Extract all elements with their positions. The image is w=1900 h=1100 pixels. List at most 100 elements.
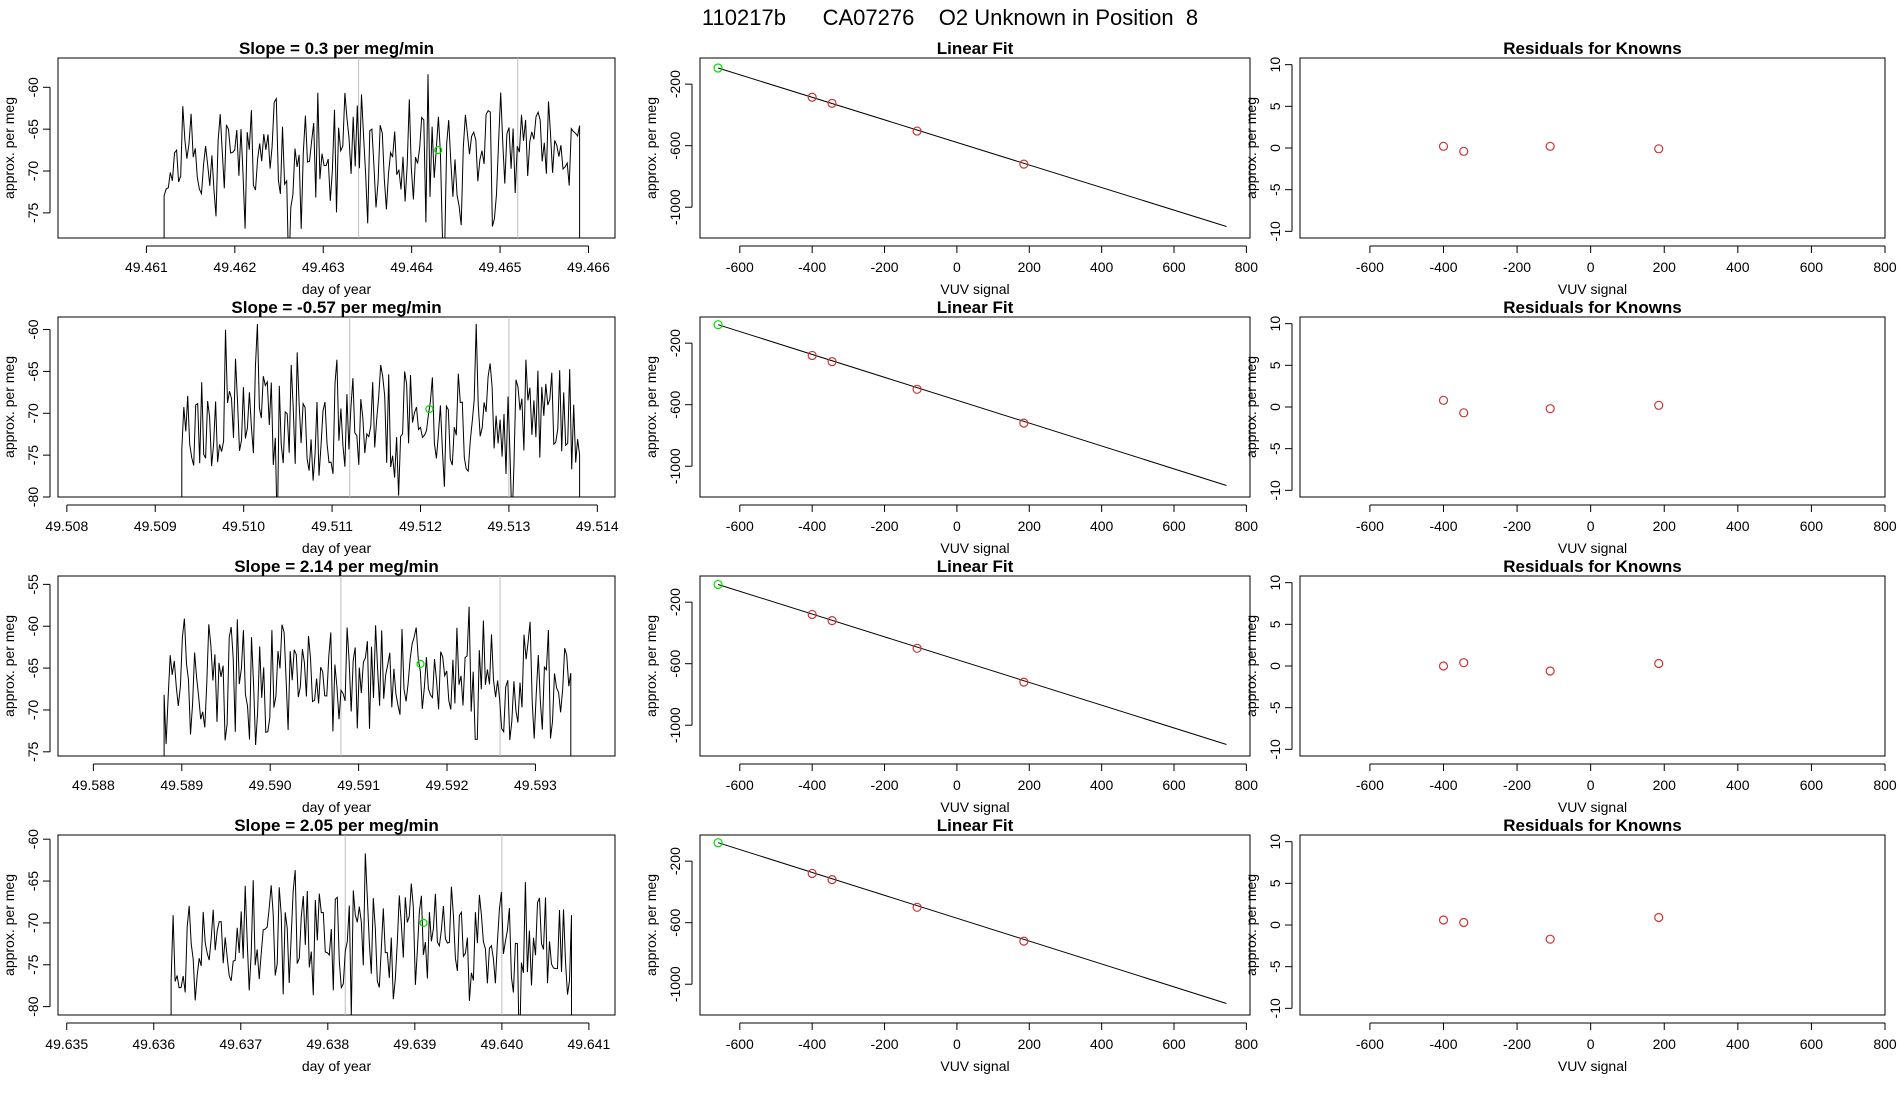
residual-point — [1545, 934, 1555, 944]
x-tick-label: 49.638 — [306, 1036, 349, 1052]
y-tick-label: -75 — [25, 954, 41, 974]
x-tick-label: 800 — [1873, 777, 1897, 793]
fit-line — [717, 583, 1227, 745]
y-tick-label: -80 — [25, 996, 41, 1016]
x-tick-label: -200 — [1503, 259, 1531, 275]
y-tick-label: -600 — [667, 649, 683, 677]
panel-residual-3: Residuals for Knowns VUV signal approx. pe… — [1243, 557, 1897, 815]
y-axis-label: approx. per meg — [1243, 874, 1259, 976]
known-point — [912, 126, 922, 136]
x-tick-label: 200 — [1018, 1036, 1042, 1052]
x-tick-label: 49.466 — [567, 259, 610, 275]
known-point — [827, 357, 837, 367]
y-tick-label: -200 — [667, 70, 683, 98]
x-tick-label: -400 — [798, 518, 826, 534]
known-point — [912, 643, 922, 653]
y-tick-label: 10 — [1267, 575, 1283, 591]
x-tick-label: 49.464 — [390, 259, 433, 275]
x-tick-label: 49.592 — [426, 777, 469, 793]
y-tick-label: 5 — [1267, 879, 1283, 887]
x-tick-label: -600 — [1356, 1036, 1384, 1052]
x-tick-label: 49.641 — [567, 1036, 610, 1052]
x-tick-label: 0 — [1587, 1036, 1595, 1052]
residual-point — [1459, 408, 1469, 418]
y-tick-label: -200 — [667, 329, 683, 357]
x-axis-label: VUV signal — [940, 540, 1009, 556]
x-axis-label: day of year — [302, 1058, 372, 1074]
known-point — [1019, 418, 1029, 428]
x-tick-label: 600 — [1800, 518, 1824, 534]
fit-line — [717, 324, 1227, 486]
x-tick-label: -200 — [871, 777, 899, 793]
y-axis-label: approx. per meg — [1, 97, 17, 199]
y-tick-label: 5 — [1267, 102, 1283, 110]
residual-point — [1438, 915, 1449, 925]
known-point — [1019, 159, 1029, 169]
panel-title: Residuals for Knowns — [1503, 816, 1682, 835]
plot-area — [1438, 141, 1664, 156]
panel-title: Slope = 0.3 per meg/min — [239, 39, 434, 58]
x-axis-label: day of year — [302, 540, 372, 556]
y-axis-label: approx. per meg — [1, 356, 17, 458]
panel-title: Residuals for Knowns — [1503, 557, 1682, 576]
y-tick-label: -70 — [25, 913, 41, 933]
y-tick-label: 10 — [1267, 316, 1283, 332]
unknown-point — [713, 579, 723, 590]
x-tick-label: 49.462 — [213, 259, 256, 275]
x-tick-label: 200 — [1018, 777, 1042, 793]
plot-area — [713, 838, 1227, 1004]
y-tick-label: -75 — [25, 203, 41, 223]
residual-point — [1654, 144, 1664, 154]
panel-residual-2: Residuals for Knowns VUV signal approx. pe… — [1243, 298, 1897, 556]
residual-point — [1545, 141, 1555, 151]
x-tick-label: 200 — [1653, 777, 1677, 793]
y-tick-label: -60 — [25, 77, 41, 97]
x-tick-label: 0 — [953, 259, 961, 275]
known-point — [807, 868, 817, 879]
y-tick-label: -10 — [1267, 739, 1283, 759]
y-tick-label: -65 — [25, 119, 41, 139]
x-tick-label: 400 — [1090, 259, 1114, 275]
x-tick-label: -400 — [798, 1036, 826, 1052]
x-tick-label: -400 — [1429, 777, 1457, 793]
x-tick-label: -400 — [798, 259, 826, 275]
panel-residual-4: Residuals for Knowns VUV signal approx. pe… — [1243, 816, 1897, 1074]
unknown-marker — [434, 145, 443, 155]
x-tick-label: 0 — [1587, 777, 1595, 793]
plot-frame — [1299, 834, 1886, 1016]
y-tick-label: -75 — [25, 741, 41, 761]
x-axis-label: VUV signal — [1558, 1058, 1627, 1074]
plot-frame — [1299, 57, 1886, 239]
y-tick-label: -200 — [667, 847, 683, 875]
y-axis-label: approx. per meg — [643, 615, 659, 717]
y-axis-label: approx. per meg — [643, 356, 659, 458]
residual-point — [1459, 917, 1469, 928]
x-tick-label: 800 — [1873, 1036, 1897, 1052]
x-tick-label: 49.511 — [311, 518, 353, 534]
x-tick-label: 400 — [1090, 518, 1114, 534]
known-point — [807, 609, 817, 620]
x-tick-label: 49.639 — [393, 1036, 436, 1052]
panel-title: Linear Fit — [937, 39, 1014, 58]
y-tick-label: 0 — [1267, 144, 1283, 152]
x-tick-label: 400 — [1090, 777, 1114, 793]
plot-area — [170, 835, 572, 1015]
x-tick-label: 0 — [953, 1036, 961, 1052]
unknown-marker — [419, 918, 428, 928]
panel-residual-1: Residuals for Knowns VUV signal approx. pe… — [1243, 39, 1897, 297]
residual-point — [1459, 658, 1469, 668]
x-axis-label: day of year — [302, 799, 372, 815]
y-tick-label: 5 — [1267, 620, 1283, 628]
y-tick-label: -60 — [25, 829, 41, 849]
y-tick-label: 0 — [1267, 662, 1283, 670]
x-axis-label: VUV signal — [1558, 799, 1627, 815]
x-axis-label: VUV signal — [940, 799, 1009, 815]
x-tick-label: 49.510 — [222, 518, 265, 534]
known-point — [827, 875, 837, 885]
y-tick-label: 10 — [1267, 57, 1283, 73]
y-tick-label: -65 — [25, 658, 41, 678]
x-tick-label: 0 — [953, 777, 961, 793]
unknown-point — [713, 838, 723, 848]
known-point — [1019, 936, 1029, 946]
panel-title: Linear Fit — [937, 557, 1014, 576]
